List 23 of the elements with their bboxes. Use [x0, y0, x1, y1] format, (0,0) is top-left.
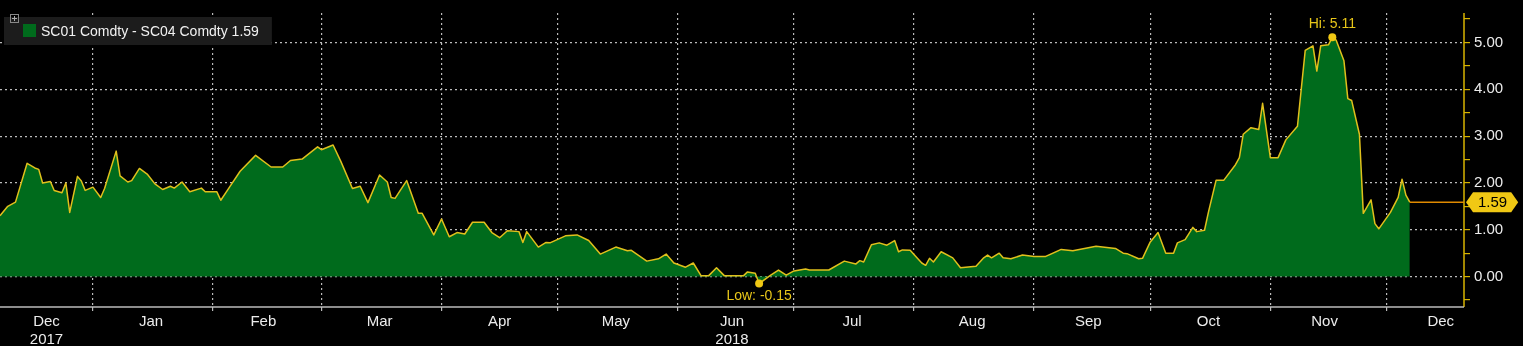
x-tick-label: Jul — [842, 312, 862, 330]
ref-line-label: 1.59 — [1478, 193, 1508, 211]
y-tick-label: 2.00 — [1474, 173, 1504, 191]
legend-label: SC01 Comdty - SC04 Comdty 1.59 — [41, 22, 260, 39]
x-tick-label: Feb — [250, 312, 277, 330]
x-tick-label: Oct — [1196, 312, 1221, 330]
y-tick-label: 1.00 — [1474, 219, 1504, 237]
y-tick-label: 3.00 — [1474, 126, 1504, 144]
annotation: Low: -0.15 — [726, 287, 793, 304]
x-tick-label: Jan — [138, 312, 164, 330]
x-tick-label: Jun 2018 — [715, 312, 749, 346]
x-tick-label: Mar — [366, 312, 393, 330]
x-tick-label: Nov — [1311, 312, 1339, 330]
x-tick-label: Aug — [958, 312, 986, 330]
x-tick-label: Apr — [487, 312, 512, 330]
x-tick-label: Sep — [1074, 312, 1102, 330]
y-tick-label: 5.00 — [1474, 32, 1504, 50]
x-tick-label: Dec — [1427, 312, 1455, 330]
x-tick-label: May — [601, 312, 631, 330]
x-tick-label: Dec 2017 — [29, 312, 64, 346]
y-tick-label: 0.00 — [1474, 266, 1504, 284]
annotation: Hi: 5.11 — [1308, 15, 1357, 32]
y-tick-label: 4.00 — [1474, 79, 1504, 97]
